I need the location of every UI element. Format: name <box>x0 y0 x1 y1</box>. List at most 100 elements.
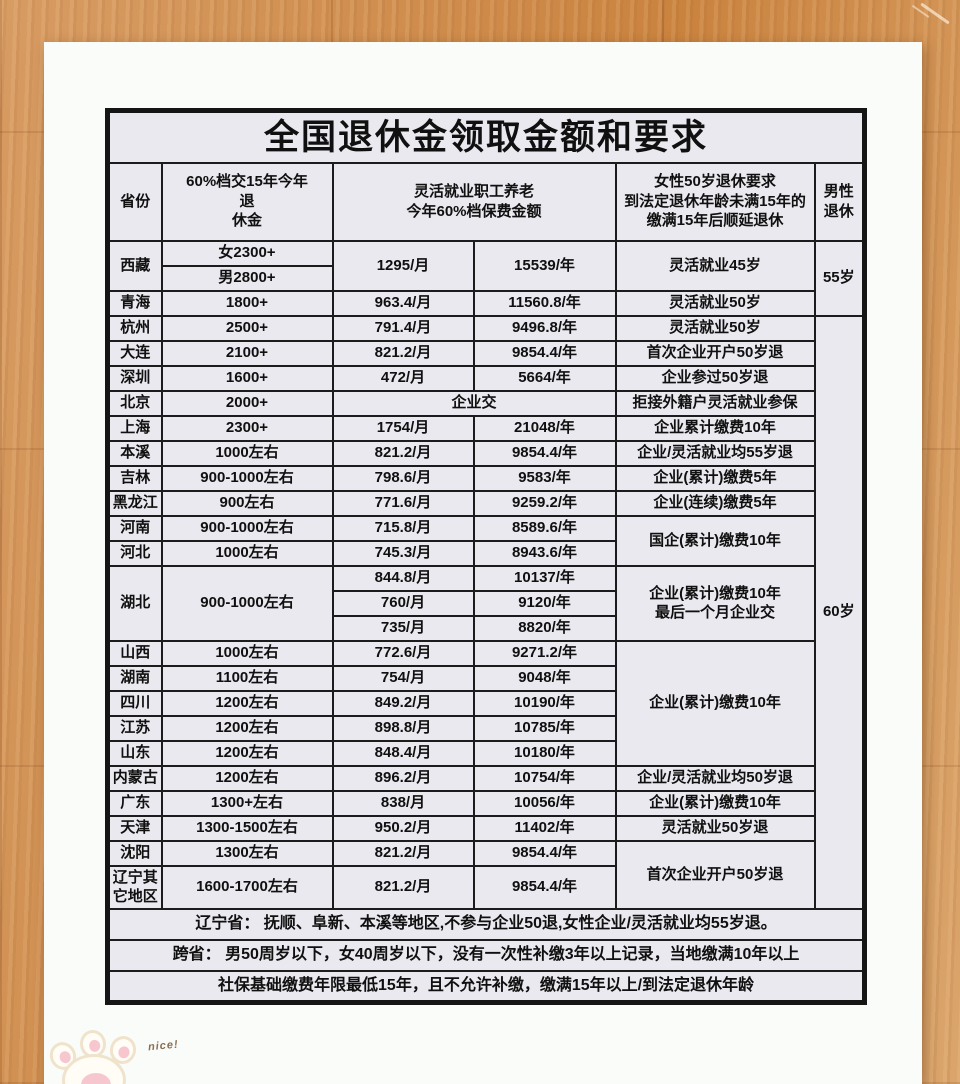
table-cell: 8943.6/年 <box>472 539 617 567</box>
table-cell: 1000左右 <box>160 639 334 667</box>
table-cell: 沈阳 <box>106 839 163 867</box>
table-cell: 企业参过50岁退 <box>614 364 816 392</box>
table-cell: 9854.4/年 <box>472 864 617 910</box>
table-cell: 2300+ <box>160 414 334 442</box>
table-cell: 1200左右 <box>160 764 334 792</box>
table-cell: 772.6/月 <box>331 639 475 667</box>
table-cell: 9854.4/年 <box>472 839 617 867</box>
table-cell: 849.2/月 <box>331 689 475 717</box>
table-cell: 内蒙古 <box>106 764 163 792</box>
table-cell: 771.6/月 <box>331 489 475 517</box>
table-cell: 900左右 <box>160 489 334 517</box>
note-liaoning: 辽宁省： 抚顺、阜新、本溪等地区,不参与企业50退,女性企业/灵活就业均55岁退… <box>106 907 866 941</box>
table-cell: 896.2/月 <box>331 764 475 792</box>
table-cell: 企业交 <box>331 389 617 417</box>
table-cell: 1000左右 <box>160 539 334 567</box>
table-cell: 821.2/月 <box>331 339 475 367</box>
table-cell: 2000+ <box>160 389 334 417</box>
table-cell: 60岁 <box>813 314 866 910</box>
table-cell: 963.4/月 <box>331 289 475 317</box>
table-cell: 灵活就业50岁 <box>614 314 816 342</box>
page-title: 全国退休金领取金额和要求 <box>106 109 866 164</box>
table-cell: 821.2/月 <box>331 839 475 867</box>
table-cell: 10137/年 <box>472 564 617 592</box>
table-cell: 1100左右 <box>160 664 334 692</box>
table-cell: 广东 <box>106 789 163 817</box>
header-flexible: 灵活就业职工养老 今年60%档保费金额 <box>331 161 617 242</box>
table-cell: 湖南 <box>106 664 163 692</box>
table-cell: 大连 <box>106 339 163 367</box>
table-cell: 河北 <box>106 539 163 567</box>
table-row: 湖南 1100左右 754/月 9048/年 <box>106 664 865 692</box>
table-cell: 2500+ <box>160 314 334 342</box>
table-cell: 8589.6/年 <box>472 514 617 542</box>
table-row: 内蒙古 1200左右 896.2/月 10754/年 企业/灵活就业均50岁退 <box>106 764 865 792</box>
table-cell: 472/月 <box>331 364 475 392</box>
table-cell: 1200左右 <box>160 714 334 742</box>
table-cell: 山东 <box>106 739 163 767</box>
table-cell: 深圳 <box>106 364 163 392</box>
table-cell: 企业(累计)缴费10年 <box>614 639 816 767</box>
table-cell: 5664/年 <box>472 364 617 392</box>
note-cross-province: 跨省： 男50周岁以下，女40周岁以下，没有一次性补缴3年以上记录，当地缴满10… <box>106 938 866 972</box>
table-cell: 9496.8/年 <box>472 314 617 342</box>
table-cell: 女2300+ <box>160 239 334 267</box>
table-cell: 1300+左右 <box>160 789 334 817</box>
table-cell: 9259.2/年 <box>472 489 617 517</box>
table-row: 江苏 1200左右 898.8/月 10785/年 <box>106 714 865 742</box>
table-cell: 国企(累计)缴费10年 <box>614 514 816 567</box>
table-cell: 黑龙江 <box>106 489 163 517</box>
table-row: 山西 1000左右 772.6/月 9271.2/年 企业(累计)缴费10年 <box>106 639 865 767</box>
table-cell: 844.8/月 <box>331 564 475 592</box>
table-row: 吉林 900-1000左右 798.6/月 9583/年 企业(累计)缴费5年 <box>106 464 865 492</box>
table-row: 北京 2000+ 企业交 拒接外籍户灵活就业参保 <box>106 389 865 417</box>
table-row: 杭州 2500+ 791.4/月 9496.8/年 灵活就业50岁 60岁 <box>106 314 866 910</box>
table-row: 辽宁其它地区 1600-1700左右 821.2/月 9854.4/年 <box>106 864 865 910</box>
table-cell: 山西 <box>106 639 163 667</box>
table-cell: 江苏 <box>106 714 163 742</box>
table-cell: 950.2/月 <box>331 814 475 842</box>
table-cell: 9583/年 <box>472 464 617 492</box>
table-cell: 1754/月 <box>331 414 475 442</box>
table-notes: 辽宁省： 抚顺、阜新、本溪等地区,不参与企业50退,女性企业/灵活就业均55岁退… <box>106 907 866 1004</box>
table-cell: 拒接外籍户灵活就业参保 <box>614 389 816 417</box>
table-cell: 9271.2/年 <box>472 639 617 667</box>
table-cell: 上海 <box>106 414 163 442</box>
table-cell: 735/月 <box>331 614 475 642</box>
table-cell: 10056/年 <box>472 789 617 817</box>
table-cell: 760/月 <box>331 589 475 617</box>
table-row: 青海 1800+ 963.4/月 11560.8/年 灵活就业50岁 <box>106 289 865 317</box>
table-cell: 1200左右 <box>160 739 334 767</box>
header-female: 女性50岁退休要求 到法定退休年龄未满15年的 缴满15年后顺延退休 <box>614 161 816 242</box>
table-row: 男2800+ <box>108 264 865 292</box>
table-cell: 9048/年 <box>472 664 617 692</box>
table-cell: 11402/年 <box>472 814 617 842</box>
table-cell: 天津 <box>106 814 163 842</box>
table-row: 四川 1200左右 849.2/月 10190/年 <box>106 689 865 717</box>
table-cell: 754/月 <box>331 664 475 692</box>
pension-table: 全国退休金领取金额和要求 省份 60%档交15年今年 退 休金 灵活就业职工养老… <box>105 108 868 1006</box>
note-row: 社保基础缴费年限最低15年，且不允许补缴，缴满15年以上/到法定退休年龄 <box>106 969 866 1004</box>
table-cell: 企业(连续)缴费5年 <box>614 489 816 517</box>
table-cell: 21048/年 <box>472 414 617 442</box>
table-row: 湖北 900-1000左右 844.8/月 10137/年 企业(累计)缴费10年 最后… <box>106 564 865 642</box>
table-cell: 900-1000左右 <box>160 514 334 542</box>
header-male: 男性退休 <box>813 161 866 242</box>
header-pension: 60%档交15年今年 退 休金 <box>160 161 334 242</box>
table-cell: 企业/灵活就业均50岁退 <box>614 764 816 792</box>
table-row: 上海 2300+ 1754/月 21048/年 企业累计缴费10年 <box>106 414 865 442</box>
table-cell: 838/月 <box>331 789 475 817</box>
table-cell: 10180/年 <box>472 739 617 767</box>
table-cell: 首次企业开户50岁退 <box>614 339 816 367</box>
table-cell: 1295/月 <box>331 239 475 292</box>
table-body: 西藏 女2300+ 1295/月 15539/年 灵活就业45岁 55岁 男2800+ 青海 1… <box>106 239 866 910</box>
table-cell: 848.4/月 <box>331 739 475 767</box>
table-cell: 1200左右 <box>160 689 334 717</box>
table-cell: 青海 <box>106 289 163 317</box>
table-row: 西藏 女2300+ 1295/月 15539/年 灵活就业45岁 55岁 <box>106 239 866 317</box>
table-cell: 吉林 <box>106 464 163 492</box>
table-cell: 本溪 <box>106 439 163 467</box>
table-cell: 10754/年 <box>472 764 617 792</box>
table-cell: 2100+ <box>160 339 334 367</box>
